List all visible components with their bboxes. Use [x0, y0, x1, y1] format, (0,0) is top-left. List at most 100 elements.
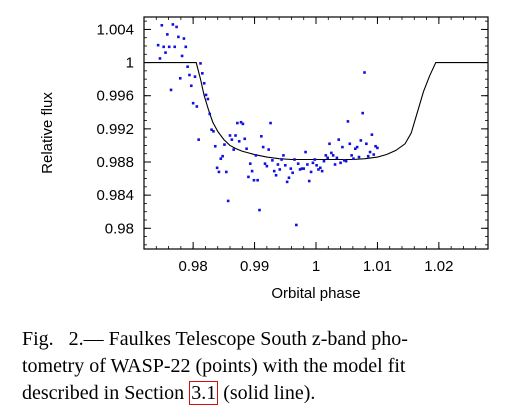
data-point	[258, 208, 261, 212]
data-point	[160, 23, 164, 27]
data-point	[282, 154, 285, 157]
data-point	[319, 166, 322, 170]
data-point	[190, 84, 193, 88]
data-point	[202, 81, 206, 85]
data-point	[191, 101, 195, 105]
data-point	[213, 144, 217, 148]
x-tick-label: 1.01	[363, 258, 392, 275]
figure-caption: Fig. 2.— Faulkes Telescope South z-band …	[22, 326, 492, 407]
y-axis-label: Relative flux	[39, 92, 56, 174]
data-point	[201, 72, 204, 75]
data-point	[359, 139, 363, 142]
data-point	[250, 169, 254, 173]
caption-text: described in Section	[22, 382, 190, 404]
data-point	[309, 170, 313, 174]
data-point	[221, 154, 224, 158]
data-point	[212, 130, 215, 133]
data-point	[199, 62, 202, 65]
data-point	[333, 163, 337, 166]
data-points-layer	[156, 23, 379, 227]
data-point	[178, 77, 182, 80]
data-point	[177, 35, 180, 39]
y-tick-label: 0.996	[96, 88, 134, 105]
data-point	[225, 170, 228, 174]
data-point	[193, 75, 197, 78]
data-point	[315, 164, 318, 167]
data-point	[217, 170, 221, 174]
data-point	[230, 138, 234, 141]
data-point	[223, 143, 226, 146]
data-point	[210, 128, 213, 131]
data-point	[156, 43, 160, 47]
data-point	[376, 146, 379, 150]
data-point	[252, 178, 256, 182]
data-point	[357, 155, 361, 159]
transit-light-curve-chart: 1.004 1 0.996 0.992 0.988 0.984 0.98 0.98 0.99 1…	[39, 16, 489, 302]
data-point	[278, 168, 282, 171]
data-point	[184, 45, 188, 49]
data-point	[291, 171, 294, 175]
data-point	[307, 179, 311, 183]
caption-line-2: tometry of WASP-22 (points) with the mod…	[22, 355, 406, 377]
data-point	[342, 159, 346, 162]
data-point	[241, 122, 245, 126]
x-tick-label: 1	[312, 258, 320, 275]
data-point	[335, 156, 339, 160]
data-point	[302, 167, 306, 170]
data-point	[162, 45, 165, 49]
data-point	[326, 156, 329, 160]
data-point	[271, 159, 274, 162]
data-point	[169, 88, 173, 92]
data-point	[171, 23, 175, 26]
data-point	[267, 148, 270, 151]
data-point	[346, 120, 350, 123]
data-point	[186, 65, 189, 69]
caption-text: (solid line).	[218, 382, 316, 404]
data-point	[374, 144, 377, 148]
data-point	[300, 167, 304, 170]
x-axis-label: Orbital phase	[271, 285, 360, 302]
data-point	[352, 157, 355, 160]
data-point	[158, 57, 162, 60]
data-point	[331, 154, 335, 157]
data-point	[365, 142, 368, 146]
data-point	[328, 142, 331, 146]
plot-frame	[143, 16, 489, 250]
data-point	[234, 134, 237, 137]
y-tick-label: 1.004	[96, 21, 134, 38]
data-point	[320, 169, 324, 173]
x-tick-label: 1.02	[424, 258, 453, 275]
data-point	[317, 168, 320, 171]
data-point	[368, 150, 372, 154]
data-point	[215, 166, 219, 170]
x-tick-label: 0.98	[179, 258, 208, 275]
data-point	[263, 162, 267, 165]
y-tick-label: 0.992	[96, 121, 134, 138]
data-point	[243, 137, 247, 141]
data-point	[341, 145, 344, 149]
data-point	[339, 161, 342, 165]
data-point	[236, 121, 239, 125]
data-point	[245, 147, 248, 151]
data-point	[167, 45, 171, 49]
data-point	[287, 176, 291, 180]
data-point	[313, 158, 317, 161]
data-point	[344, 159, 348, 163]
data-point	[219, 157, 223, 160]
data-point	[254, 154, 258, 157]
y-tick-label: 0.98	[105, 220, 134, 237]
x-axis-ticks: 0.98 0.99 1 1.01 1.02	[143, 17, 489, 275]
data-point	[265, 164, 269, 168]
x-tick-label: 0.99	[240, 258, 269, 275]
data-point	[324, 154, 328, 157]
data-point	[166, 33, 169, 36]
data-point	[372, 153, 376, 156]
y-tick-label: 0.988	[96, 154, 134, 171]
data-point	[304, 150, 307, 154]
section-reference-link[interactable]: 3.1	[189, 381, 219, 405]
model-fit-line	[144, 62, 488, 161]
data-point	[289, 167, 293, 170]
data-point	[330, 151, 333, 155]
data-point	[206, 97, 210, 101]
data-point	[285, 180, 289, 184]
